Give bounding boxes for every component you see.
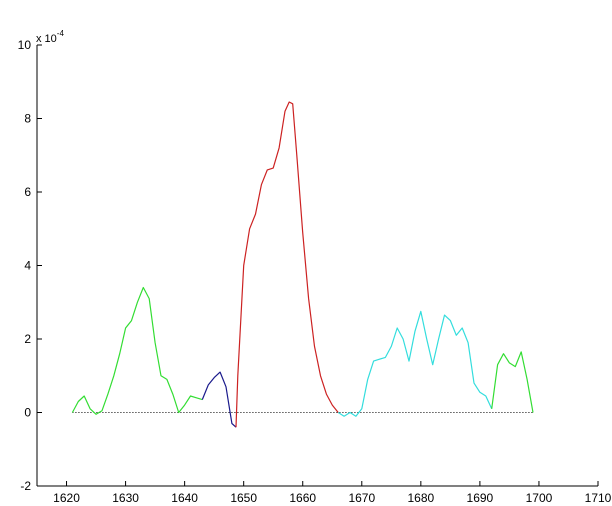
series-line-2 [201, 371, 237, 428]
y-multiplier-base: x 10 [36, 33, 57, 45]
x-tick-label: 1630 [112, 491, 139, 505]
series-line-5 [491, 351, 534, 413]
y-tick-label: 6 [24, 185, 31, 199]
x-tick-label: 1640 [171, 491, 198, 505]
plot-area [36, 45, 598, 487]
series-line-3 [235, 101, 339, 428]
y-multiplier-label: x 10-4 [36, 29, 64, 45]
x-tick-label: 1680 [407, 491, 434, 505]
x-tick-label: 1710 [585, 491, 612, 505]
y-tick-label: -2 [20, 479, 31, 493]
series-layer [71, 101, 534, 428]
y-tick-label: 10 [18, 38, 32, 52]
x-tick-label: 1690 [467, 491, 494, 505]
y-multiplier-exponent: -4 [57, 29, 65, 38]
x-tick-label: 1620 [53, 491, 80, 505]
x-tick-label: 1670 [348, 491, 375, 505]
y-tick-label: 2 [24, 332, 31, 346]
x-tick-label: 1700 [526, 491, 553, 505]
series-line-1 [71, 286, 203, 415]
series-line-4 [337, 310, 493, 417]
y-axis-ticks: -2 0 2 4 6 8 10 [18, 38, 42, 493]
y-tick-label: 0 [24, 406, 31, 420]
x-tick-label: 1660 [289, 491, 316, 505]
y-tick-label: 8 [24, 112, 31, 126]
x-tick-label: 1650 [230, 491, 257, 505]
y-tick-label: 4 [24, 259, 31, 273]
x-axis-ticks: 1620 1630 1640 1650 1660 1670 1680 1690 1700 1710 [53, 481, 612, 505]
